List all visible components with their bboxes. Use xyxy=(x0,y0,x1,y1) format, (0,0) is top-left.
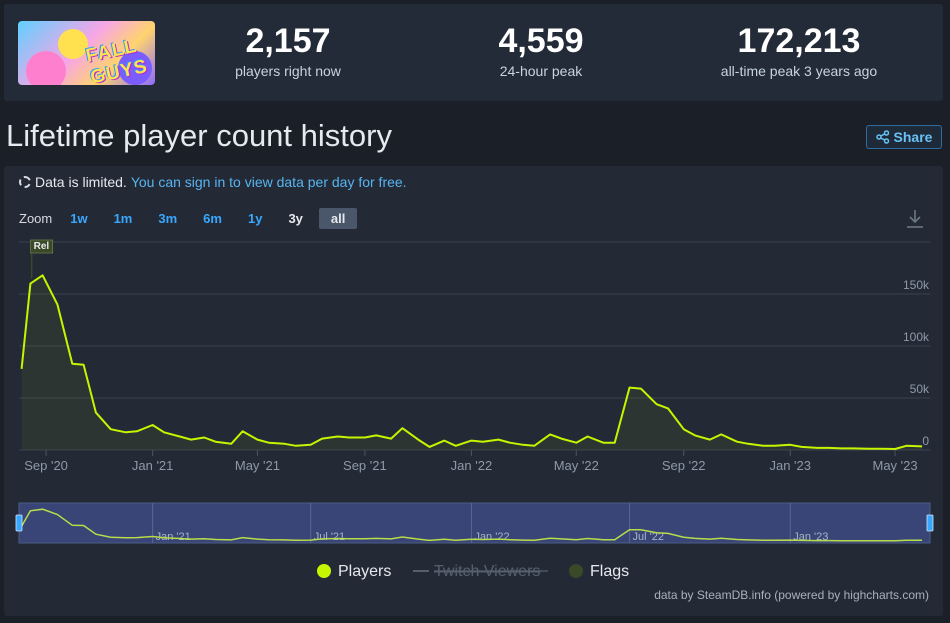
players-series-line xyxy=(20,274,923,450)
flag-marker xyxy=(30,239,54,254)
x-tick-label: Jan '22 xyxy=(451,458,493,473)
navigator-window xyxy=(18,502,931,544)
navigator-tick-label: Jan '21 xyxy=(156,531,191,543)
navigator-handle[interactable] xyxy=(15,514,23,532)
x-tick-label: Sep '22 xyxy=(662,458,706,473)
stat-current: 2,157 players right now xyxy=(173,20,403,79)
zoom-1w-button[interactable]: 1w xyxy=(70,211,88,226)
x-tick-label: Sep '21 xyxy=(343,458,387,473)
navigator-series-line xyxy=(20,508,923,542)
game-art-image[interactable]: FALL GUYS xyxy=(18,21,155,85)
stat-value: 2,157 xyxy=(245,22,331,60)
sign-in-link[interactable]: You can sign in to view data per day for… xyxy=(130,174,407,190)
x-tick-label: May '21 xyxy=(235,458,280,473)
page-title: Lifetime player count history xyxy=(6,118,392,153)
zoom-all-button[interactable]: all xyxy=(318,208,358,229)
y-tick-label: 50k xyxy=(910,382,930,396)
navigator-tick-label: Jul '21 xyxy=(314,531,345,543)
legend-marker xyxy=(317,564,331,578)
stat-label: 24-hour peak xyxy=(499,63,583,79)
download-icon[interactable] xyxy=(905,208,925,230)
navigator-tick-label: Jul '22 xyxy=(633,531,664,543)
y-tick-label: 0 xyxy=(922,434,929,448)
notice-text: Data is limited. xyxy=(35,174,127,190)
navigator-handle[interactable] xyxy=(926,514,934,532)
players-area xyxy=(21,275,923,450)
stat-24h-peak: 4,559 24-hour peak xyxy=(426,20,656,79)
data-limited-notice: Data is limited. You can sign in to view… xyxy=(19,174,407,190)
x-tick-label: Jan '23 xyxy=(769,458,811,473)
zoom-label: Zoom xyxy=(19,211,53,226)
zoom-3y-button[interactable]: 3y xyxy=(288,211,303,226)
legend-item-twitch[interactable]: Twitch Viewers xyxy=(413,563,548,580)
chart-credit: data by SteamDB.info (powered by highcha… xyxy=(654,588,929,602)
y-tick-label: 100k xyxy=(903,330,930,344)
legend-label: Flags xyxy=(590,563,629,580)
stat-label: players right now xyxy=(235,63,341,79)
legend-item-players[interactable]: Players xyxy=(317,563,391,580)
stats-bar: FALL GUYS 2,157 players right now 4,559 … xyxy=(4,4,943,101)
chart-panel xyxy=(4,166,943,616)
legend-item-flags[interactable]: Flags xyxy=(569,563,629,580)
zoom-controls: Zoom 1w 1m 3m 6m 1y 3y all xyxy=(19,208,363,229)
legend-label: Players xyxy=(338,563,391,580)
share-label: Share xyxy=(893,129,933,145)
share-button[interactable]: Share xyxy=(866,125,942,149)
stat-value: 172,213 xyxy=(737,22,861,60)
stat-label: all-time peak 3 years ago xyxy=(720,63,878,79)
art-blob xyxy=(118,51,152,85)
zoom-1y-button[interactable]: 1y xyxy=(247,211,263,226)
stat-alltime-peak: 172,213 all-time peak 3 years ago xyxy=(684,20,914,79)
legend-marker xyxy=(569,564,583,578)
x-tick-label: May '23 xyxy=(872,458,917,473)
dashed-circle-icon xyxy=(19,176,31,188)
art-blob xyxy=(58,29,88,59)
x-tick-label: May '22 xyxy=(554,458,599,473)
stat-value: 4,559 xyxy=(498,22,584,60)
share-icon xyxy=(875,130,889,144)
zoom-1m-button[interactable]: 1m xyxy=(113,211,133,226)
flag-label: Rel xyxy=(34,241,50,252)
navigator-tick-label: Jan '22 xyxy=(474,531,509,543)
zoom-3m-button[interactable]: 3m xyxy=(158,211,178,226)
x-tick-label: Jan '21 xyxy=(132,458,174,473)
y-tick-label: 150k xyxy=(903,278,930,292)
zoom-6m-button[interactable]: 6m xyxy=(203,211,222,226)
x-tick-label: Sep '20 xyxy=(24,458,68,473)
art-blob xyxy=(26,51,66,85)
